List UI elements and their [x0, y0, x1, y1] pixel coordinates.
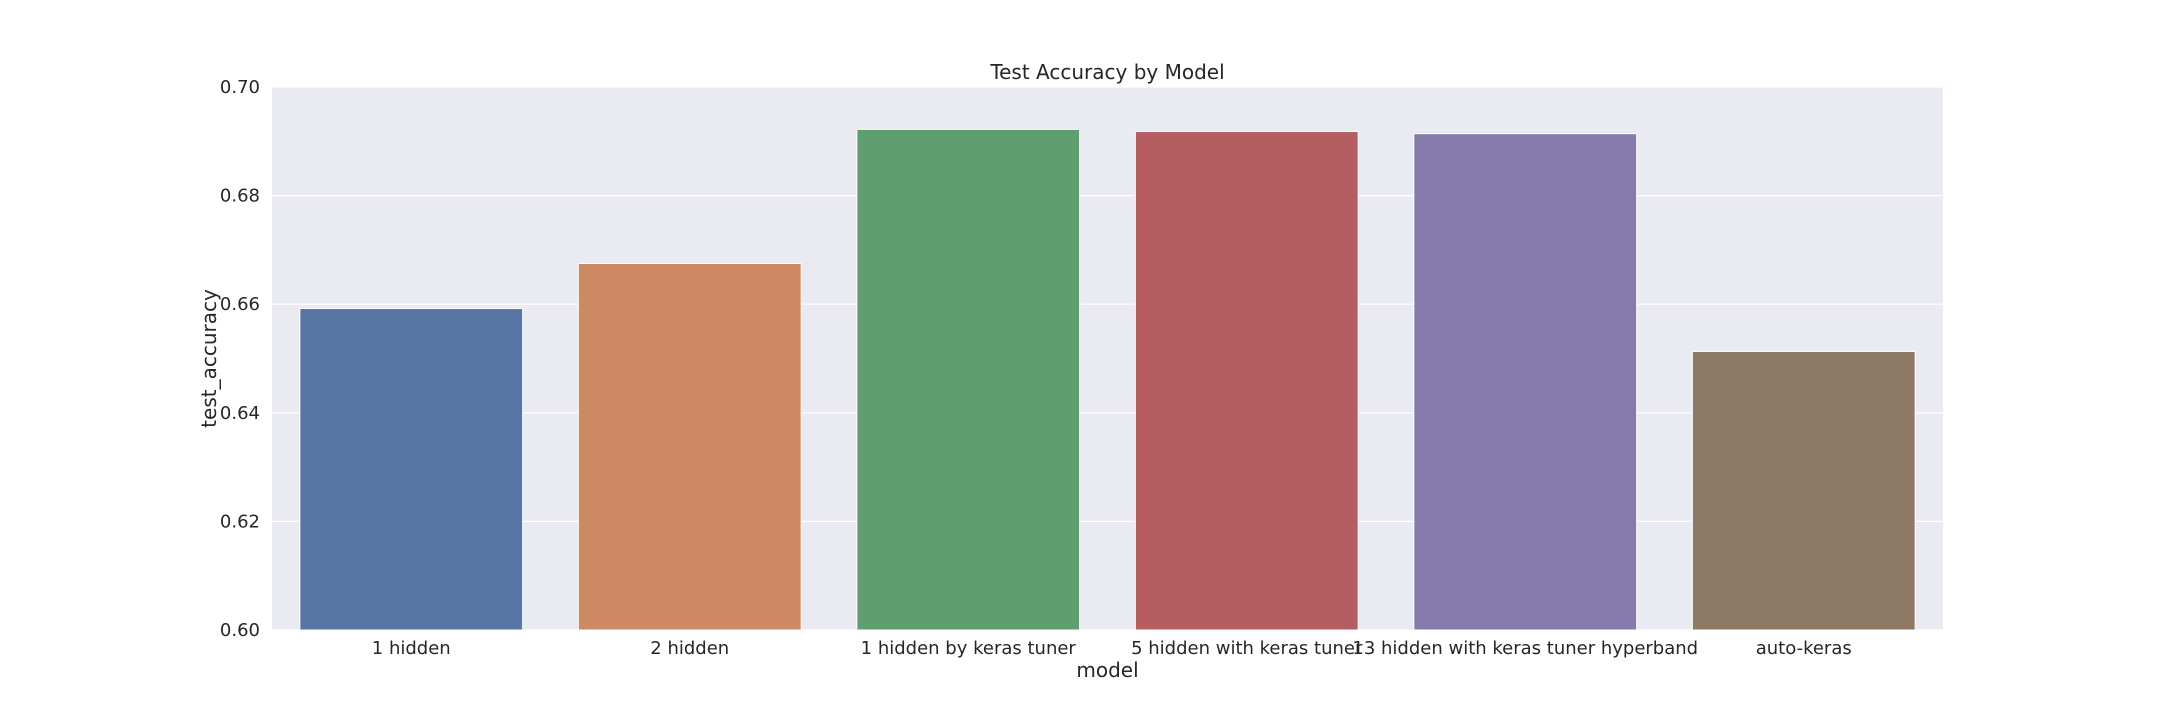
- x-tick-label: 1 hidden: [372, 638, 451, 659]
- y-tick-label: 0.60: [220, 620, 260, 641]
- bar: [577, 262, 802, 631]
- bar: [1134, 131, 1359, 631]
- x-tick-label: 2 hidden: [650, 638, 729, 659]
- chart-title: Test Accuracy by Model: [989, 60, 1224, 84]
- x-tick-label: 1 hidden by keras tuner: [861, 638, 1077, 659]
- x-tick-label: 13 hidden with keras tuner hyperband: [1352, 638, 1698, 659]
- y-tick-label: 0.68: [220, 186, 260, 207]
- bar: [856, 128, 1081, 631]
- bar: [1413, 133, 1638, 631]
- x-tick-label: auto-keras: [1756, 638, 1852, 659]
- x-axis-label: model: [1076, 658, 1138, 682]
- x-axis-ticks: 1 hidden 2 hidden 1 hidden by keras tuner 5…: [372, 638, 1852, 659]
- gridlines: [272, 86, 1943, 631]
- y-axis-ticks: 0.60 0.62 0.64 0.66 0.68 0.70: [220, 77, 260, 641]
- bar: [1691, 350, 1916, 631]
- plot-area: [272, 87, 1943, 630]
- y-axis-label: test_accuracy: [197, 289, 221, 428]
- bars: [299, 128, 1916, 631]
- y-tick-label: 0.66: [220, 294, 260, 315]
- bar: [299, 308, 524, 631]
- y-tick-label: 0.64: [220, 403, 260, 424]
- y-tick-label: 0.70: [220, 77, 260, 98]
- y-tick-label: 0.62: [220, 511, 260, 532]
- x-tick-label: 5 hidden with keras tuner: [1131, 638, 1363, 659]
